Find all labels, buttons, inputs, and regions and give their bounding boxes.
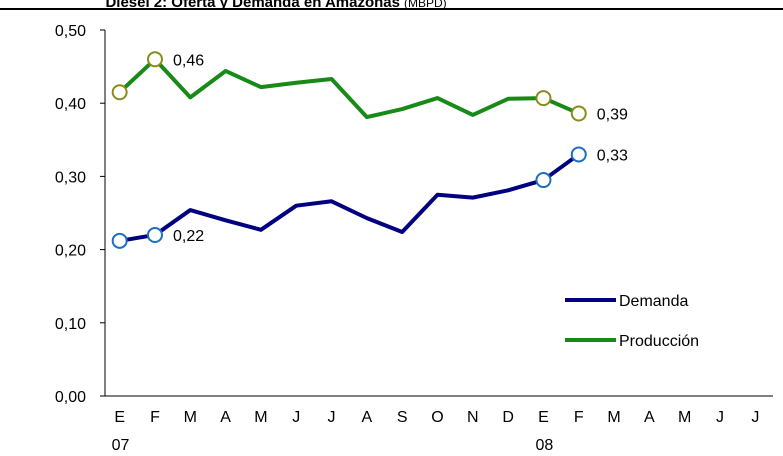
x-tick-label: N	[467, 409, 479, 426]
value-label: 0,39	[597, 106, 628, 123]
y-tick-label: 0,20	[55, 243, 86, 260]
legend-label: Producción	[619, 333, 699, 350]
value-label: 0,46	[173, 52, 204, 69]
x-tick-label: J	[292, 409, 300, 426]
x-tick-label: J	[716, 409, 724, 426]
y-tick-label: 0,00	[55, 389, 86, 406]
point-marker	[570, 105, 587, 122]
point-marker	[535, 172, 552, 189]
x-tick-label: M	[678, 409, 691, 426]
x-tick-label: E	[114, 409, 125, 426]
x-tick-label: D	[502, 409, 514, 426]
x-tick-label: O	[431, 409, 443, 426]
x-tick-label: J	[328, 409, 336, 426]
x-tick-label: A	[644, 409, 655, 426]
y-tick-label: 0,50	[55, 23, 86, 40]
x-tick-label: A	[362, 409, 373, 426]
x-year-label: 08	[535, 437, 553, 454]
y-tick-label: 0,40	[55, 96, 86, 113]
x-year-label: 07	[112, 437, 130, 454]
x-tick-label: E	[538, 409, 549, 426]
y-tick-label: 0,30	[55, 169, 86, 186]
x-tick-label: A	[220, 409, 231, 426]
x-tick-label: M	[607, 409, 620, 426]
x-tick-label: S	[397, 409, 408, 426]
point-marker	[111, 84, 128, 101]
series-line	[119, 152, 580, 243]
x-tick-label: F	[150, 409, 160, 426]
value-label: 0,33	[597, 147, 628, 164]
x-tick-label: M	[184, 409, 197, 426]
chart-subtitle: (MBPD)	[404, 0, 447, 10]
y-tick-label: 0,10	[55, 316, 86, 333]
value-label: 0,22	[173, 228, 204, 245]
point-marker	[146, 226, 163, 243]
point-marker	[111, 232, 128, 249]
x-tick-label: J	[751, 409, 759, 426]
x-tick-label: F	[574, 409, 584, 426]
legend-label: Demanda	[619, 293, 688, 310]
x-tick-label: M	[254, 409, 267, 426]
point-marker	[570, 146, 587, 163]
chart-title: Diesel 2: Oferta y Demanda en Amazonas	[105, 0, 400, 11]
series-line	[118, 57, 580, 120]
point-marker	[146, 51, 163, 68]
point-marker	[535, 90, 552, 107]
